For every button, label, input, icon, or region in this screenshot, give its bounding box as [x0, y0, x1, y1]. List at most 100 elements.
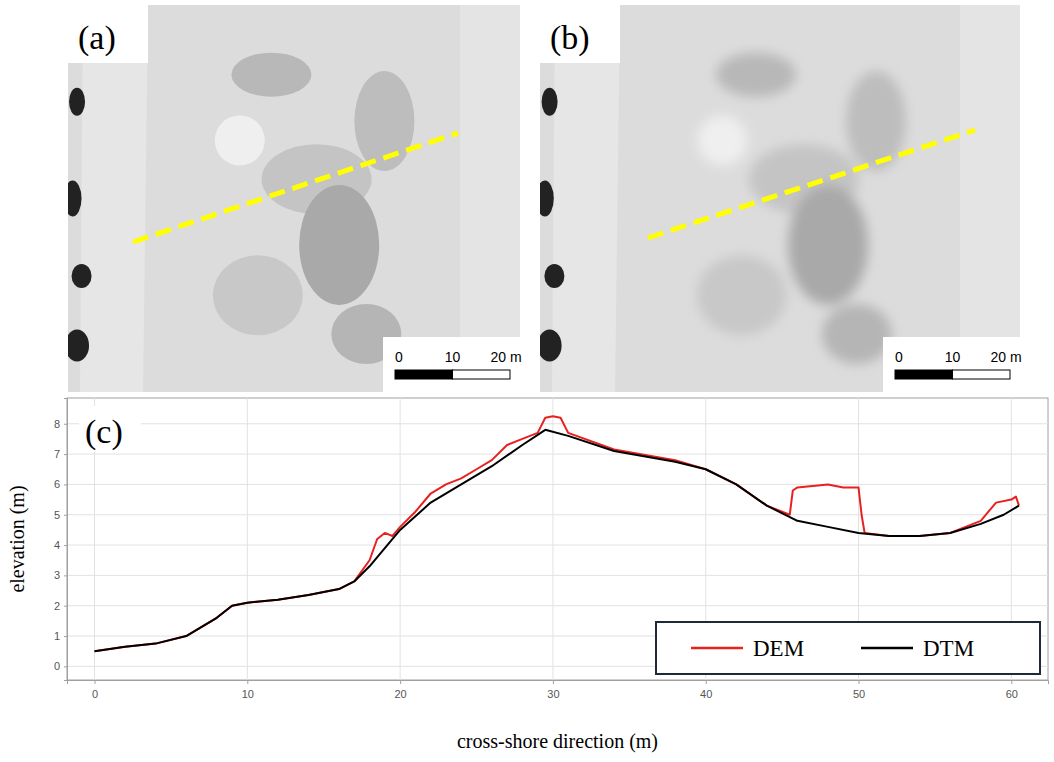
- y-tick: 0: [54, 660, 67, 672]
- relief-shade: [215, 115, 265, 165]
- y-tick: 4: [54, 539, 67, 551]
- lines: [95, 416, 1019, 651]
- x-tick: 20: [394, 680, 406, 700]
- x-axis-line: [68, 681, 1049, 685]
- relief-shade: [822, 304, 892, 364]
- y-tick-mark: [64, 484, 67, 485]
- x-tick: 40: [700, 680, 712, 700]
- y-tick: 5: [54, 509, 67, 521]
- y-tick-label: 4: [54, 539, 60, 551]
- y-tick-mark: [64, 515, 67, 516]
- scale-bar-label: 10: [445, 349, 461, 365]
- y-tick-mark: [64, 424, 67, 425]
- x-tick-label: 60: [1006, 688, 1018, 700]
- beach: [80, 5, 148, 392]
- y-tick-mark: [64, 545, 67, 546]
- grid-line-y: [67, 545, 1048, 546]
- label-ground: [79, 406, 141, 452]
- y-tick-mark: [64, 666, 67, 667]
- grid-line-y: [67, 575, 1048, 576]
- x-tick: 50: [853, 680, 865, 700]
- y-tick: 6: [54, 478, 67, 490]
- y-tick: 8: [54, 418, 67, 430]
- y-tick: 2: [54, 600, 67, 612]
- transect-line: [133, 133, 458, 242]
- cliff-shadow: [542, 88, 558, 116]
- x-tick-mark: [706, 680, 707, 684]
- scale-bar-segment: [453, 370, 511, 379]
- scale-bar-label: 20 m: [990, 349, 1021, 365]
- y-tick: 1: [54, 630, 67, 642]
- y-tick-mark: [64, 606, 67, 607]
- scale-bar-label: 20 m: [490, 349, 521, 365]
- cliff-shadow: [68, 181, 82, 217]
- relief-shade: [846, 71, 906, 171]
- y-axis-line: [64, 399, 68, 681]
- grid-line-y: [67, 514, 1048, 515]
- legend-swatch: [861, 647, 913, 650]
- y-axis-title: elevation (m): [6, 485, 29, 592]
- image-ground: [68, 5, 520, 392]
- x-tick-mark: [1011, 680, 1012, 684]
- x-tick: 0: [92, 680, 98, 700]
- y-tick-label: 6: [54, 478, 60, 490]
- x-tick: 10: [242, 680, 254, 700]
- x-tick-mark: [400, 680, 401, 684]
- grid-line-x: [247, 398, 248, 680]
- chart: 0 10 20 30 40 50 60 0 1 2 3 4 5 6 7 8 (c) cross-shore dir…: [6, 398, 1049, 753]
- x-tick-label: 0: [92, 688, 98, 700]
- label-box: [540, 5, 620, 63]
- x-tick: 60: [1006, 680, 1018, 700]
- grid-line-y: [67, 484, 1048, 485]
- legend-box: [656, 622, 1040, 674]
- legend: DEMDTM: [656, 622, 1040, 674]
- dune-relief: [697, 53, 906, 364]
- label-box: [68, 5, 148, 63]
- cliff-shadow: [544, 264, 564, 288]
- grid: [67, 398, 1048, 680]
- image-ground: [540, 5, 1020, 392]
- x-tick-label: 50: [853, 688, 865, 700]
- scale-bar-segment: [395, 370, 453, 379]
- y-tick-mark: [64, 454, 67, 455]
- panel-label: (a): [78, 19, 116, 57]
- x-tick-label: 20: [394, 688, 406, 700]
- dune-relief: [213, 53, 415, 364]
- panel-label: (c): [85, 413, 123, 451]
- x-axis-title: cross-shore direction (m): [457, 730, 658, 753]
- cliff-shadow: [72, 264, 92, 288]
- x-axis: 0 10 20 30 40 50 60: [68, 680, 1049, 700]
- relief-shade: [788, 185, 868, 305]
- y-tick-label: 8: [54, 418, 60, 430]
- scale-bar-label: 10: [945, 349, 961, 365]
- x-tick-label: 30: [547, 688, 559, 700]
- x-tick-label: 10: [242, 688, 254, 700]
- x-tick-mark: [553, 680, 554, 684]
- grid-line-y: [67, 454, 1048, 455]
- y-tick-label: 1: [54, 630, 60, 642]
- hillshade-image: [540, 5, 1020, 392]
- y-tick-label: 2: [54, 600, 60, 612]
- y-tick-label: 5: [54, 509, 60, 521]
- hillshade-panel: (b)01020 m: [536, 5, 1022, 392]
- x-tick-label: 40: [700, 688, 712, 700]
- edge-fade: [460, 5, 520, 392]
- relief-shade: [697, 255, 787, 335]
- legend-swatch: [691, 647, 743, 650]
- y-tick-label: 7: [54, 448, 60, 460]
- relief-shade: [213, 255, 303, 335]
- y-tick-label: 3: [54, 569, 60, 581]
- edge-fade: [960, 5, 1020, 392]
- series-line: [95, 416, 1019, 651]
- panel-label: (b): [550, 19, 590, 57]
- y-tick: 3: [54, 569, 67, 581]
- y-axis: 0 1 2 3 4 5 6 7 8: [54, 399, 68, 681]
- x-tick-mark: [859, 680, 860, 684]
- y-tick-mark: [64, 636, 67, 637]
- grid-line-y: [67, 605, 1048, 606]
- legend-label: DTM: [923, 636, 974, 661]
- scale-bar-label: 0: [395, 349, 403, 365]
- grid-line-x: [552, 398, 553, 680]
- scale-bar-segment: [895, 370, 953, 379]
- y-tick-label: 0: [54, 660, 60, 672]
